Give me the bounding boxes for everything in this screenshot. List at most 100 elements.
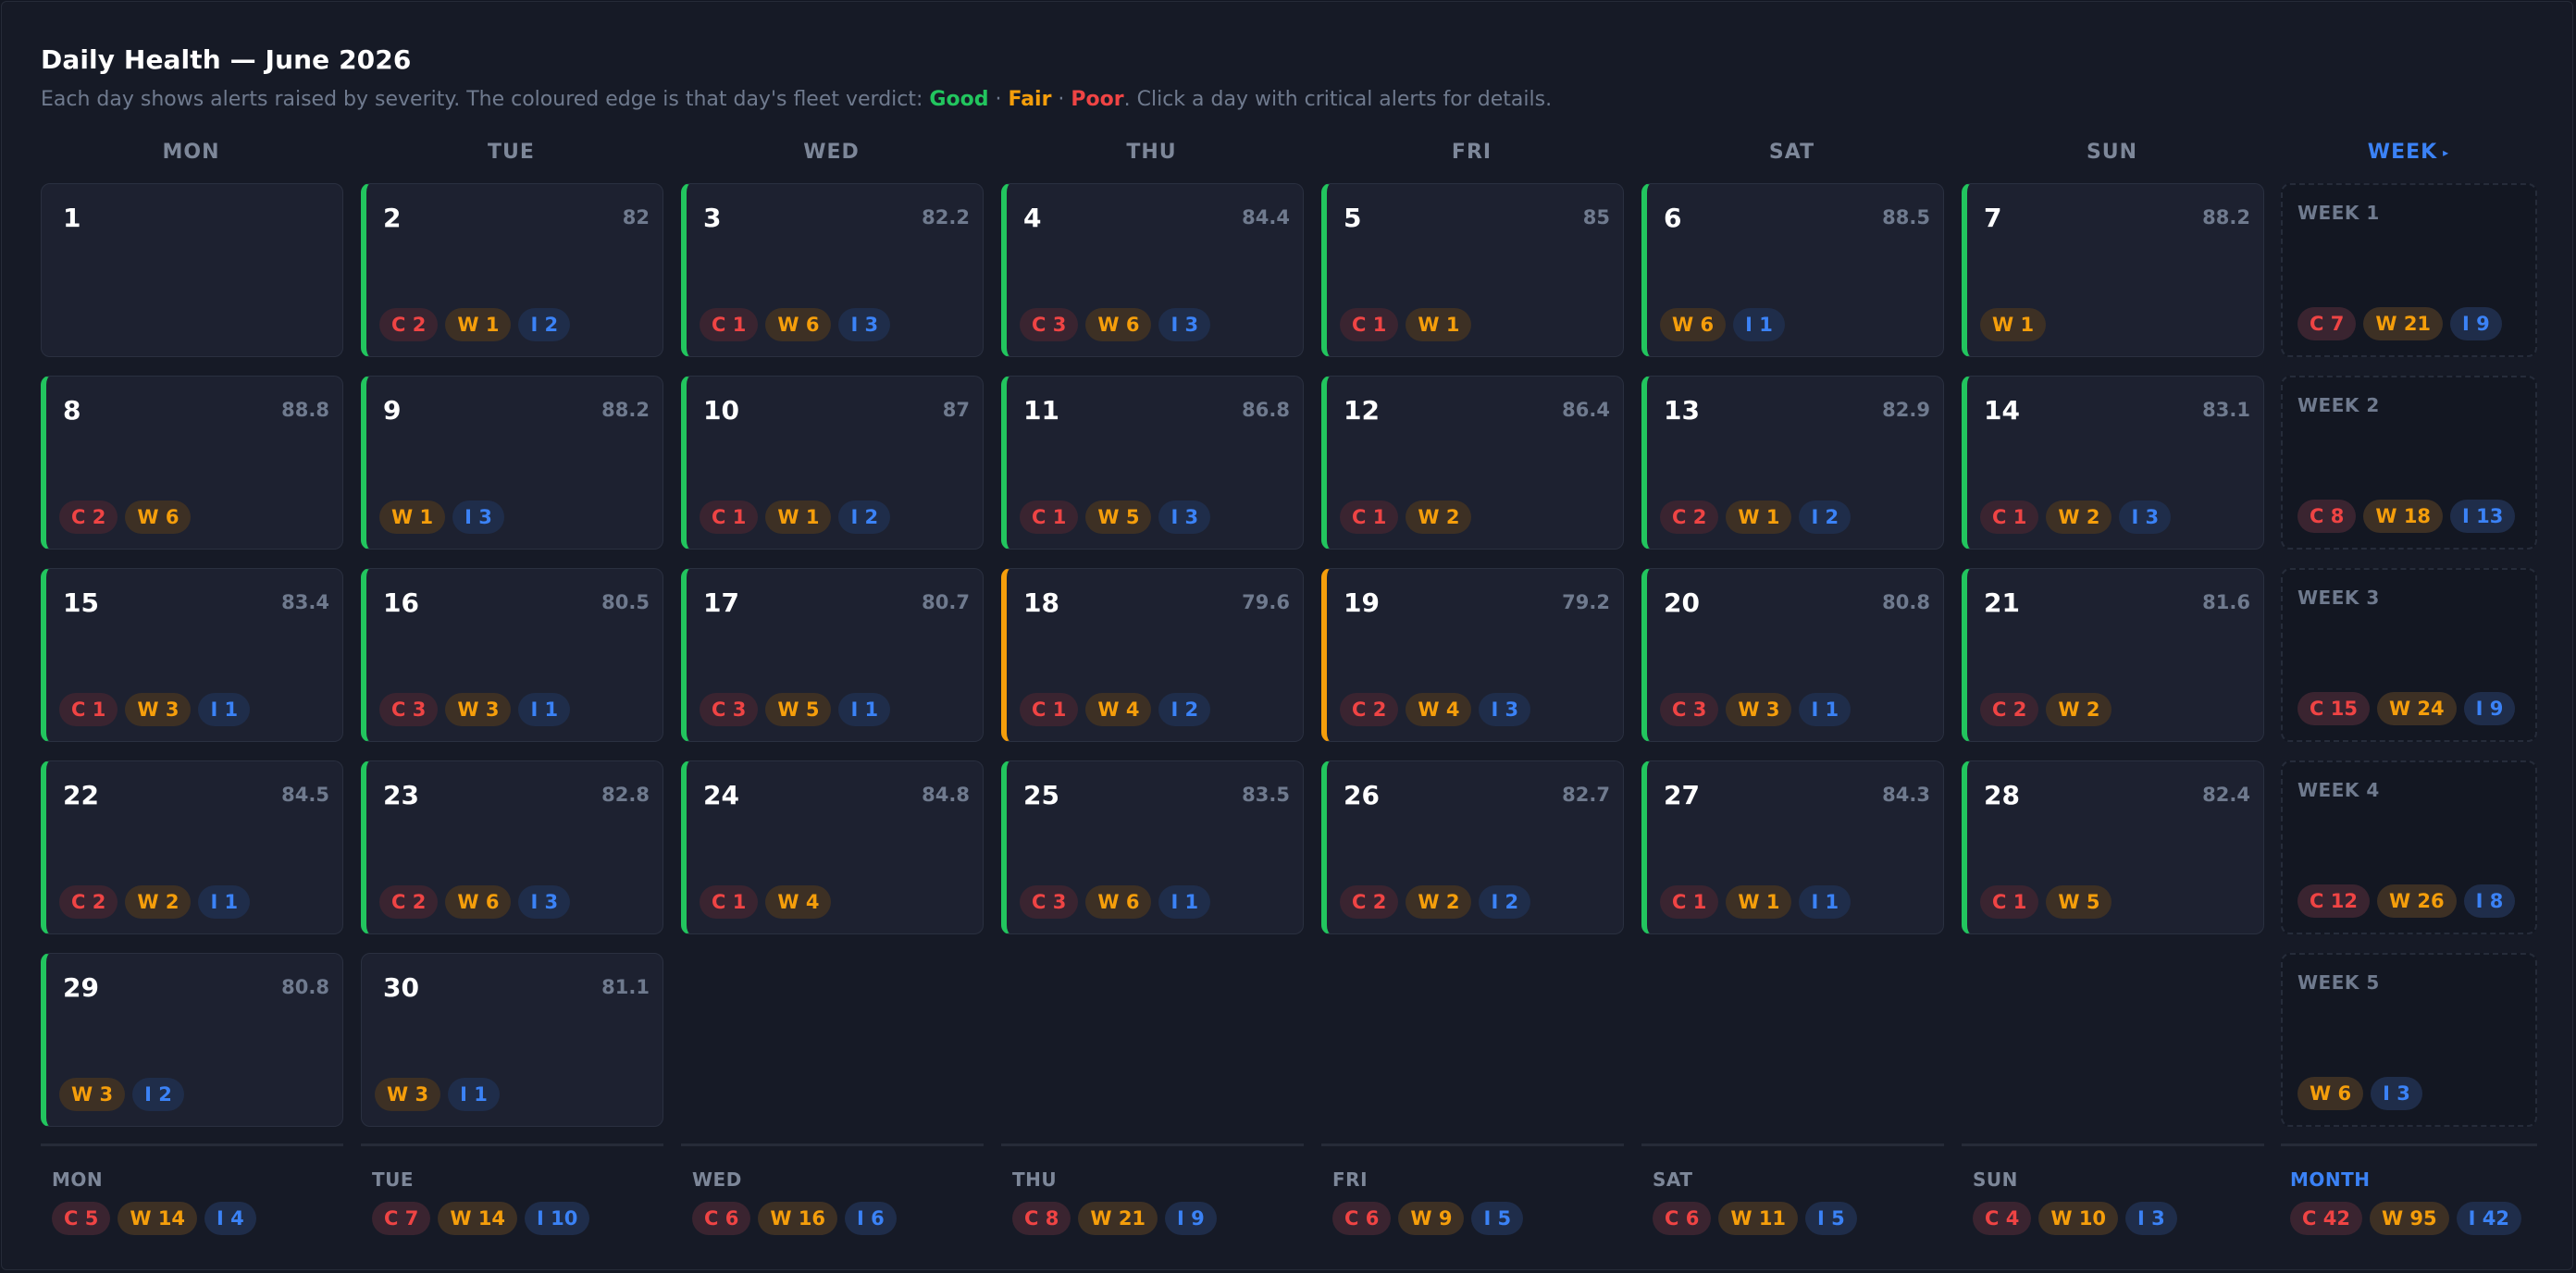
health-score: 87 — [942, 399, 970, 421]
info-count-chip: I 1 — [518, 693, 571, 726]
info-count-chip: I 10 — [525, 1202, 590, 1235]
critical-count-chip: C 3 — [1020, 308, 1079, 341]
info-count-chip: I 1 — [838, 693, 891, 726]
critical-count-chip: C 7 — [2297, 307, 2357, 340]
column-header-mon: MON — [162, 141, 220, 164]
warning-count-chip: W 6 — [2297, 1077, 2364, 1110]
critical-count-chip: C 1 — [59, 693, 118, 726]
day-number: 21 — [1984, 587, 2020, 618]
warning-count-chip: W 3 — [59, 1078, 126, 1111]
weekday-total-label: SAT — [1653, 1168, 1693, 1191]
page-title: Daily Health — June 2026 — [41, 44, 412, 75]
health-score: 88.2 — [601, 399, 650, 421]
warning-count-chip: W 6 — [765, 308, 832, 341]
warning-count-chip: W 6 — [1085, 308, 1152, 341]
critical-count-chip: C 2 — [379, 885, 439, 919]
health-score: 82.7 — [1562, 784, 1610, 806]
week-summary-4: WEEK 4 C 12 W 26 I 8 — [2281, 760, 2537, 934]
critical-count-chip: C 1 — [700, 885, 759, 919]
info-count-chip: I 3 — [1158, 501, 1211, 534]
warning-count-chip: W 14 — [438, 1202, 518, 1235]
week-label: WEEK 2 — [2297, 394, 2380, 416]
warning-count-chip: W 2 — [2046, 501, 2112, 534]
warning-count-chip: W 26 — [2376, 884, 2457, 918]
day-cell-1[interactable]: 1 — [41, 183, 343, 357]
warning-count-chip: W 5 — [2046, 885, 2112, 919]
warning-count-chip: W 5 — [1085, 501, 1152, 534]
subtitle-text: . Click a day with critical alerts for d… — [1123, 88, 1553, 111]
day-cell-7[interactable]: 7 88.2 W 1 — [1962, 183, 2264, 357]
info-count-chip: I 2 — [1799, 501, 1852, 534]
day-number: 17 — [703, 587, 739, 618]
critical-count-chip: C 1 — [1020, 501, 1079, 534]
month-total-chips: C 42 W 95 I 42 — [2290, 1202, 2522, 1235]
critical-count-chip: C 2 — [59, 885, 118, 919]
week-column-header[interactable]: WEEK ▸ — [2281, 141, 2536, 164]
health-score: 88.5 — [1882, 206, 1930, 229]
warning-count-chip: W 6 — [125, 501, 192, 534]
critical-count-chip: C 1 — [1980, 501, 2039, 534]
health-score: 88.8 — [281, 399, 329, 421]
critical-count-chip: C 8 — [2297, 500, 2357, 533]
info-count-chip: I 8 — [2463, 884, 2516, 918]
health-score: 86.8 — [1242, 399, 1290, 421]
warning-count-chip: W 1 — [379, 501, 446, 534]
month-total: MONTH C 42 W 95 I 42 — [2281, 1143, 2537, 1245]
health-score: 86.4 — [1562, 399, 1610, 421]
health-score: 81.1 — [601, 976, 650, 998]
day-number: 16 — [383, 587, 419, 618]
info-count-chip: I 9 — [2450, 307, 2502, 340]
critical-count-chip: C 3 — [1020, 885, 1079, 919]
critical-count-chip: C 2 — [59, 501, 118, 534]
health-score: 83.4 — [281, 591, 329, 613]
health-score: 82.8 — [601, 784, 650, 806]
legend-good: Good — [929, 88, 989, 111]
info-count-chip: I 2 — [1479, 885, 1531, 919]
weekday-total-label: FRI — [1332, 1168, 1368, 1191]
subtitle-text: Each day shows alerts raised by severity… — [41, 88, 930, 111]
warning-count-chip: W 2 — [1406, 501, 1472, 534]
